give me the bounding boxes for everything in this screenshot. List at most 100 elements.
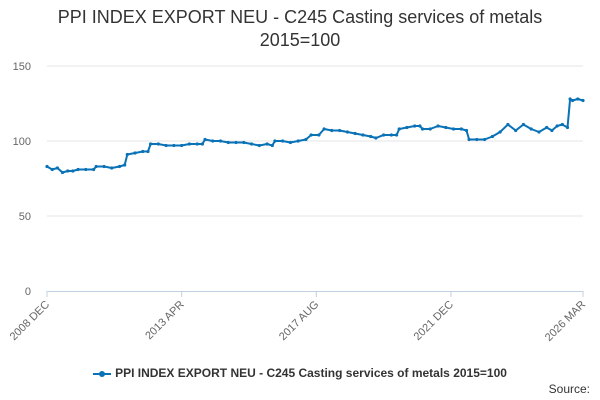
chart-title-line-1: PPI INDEX EXPORT NEU - C245 Casting serv… <box>57 7 543 27</box>
data-point <box>66 169 70 173</box>
tick-labels: 0 50 100 150 2008 DEC 2013 APR 2017 AUG 2021 DE… <box>8 61 588 344</box>
data-point <box>338 128 342 133</box>
y-tick-label: 0 <box>25 286 31 298</box>
data-point <box>459 127 463 131</box>
data-point <box>211 139 215 143</box>
data-point <box>322 127 326 131</box>
data-point <box>117 164 122 169</box>
data-point <box>45 164 49 169</box>
y-tick-label: 50 <box>19 211 31 223</box>
data-point <box>273 139 277 143</box>
data-point <box>50 167 54 172</box>
data-point <box>84 167 88 172</box>
data-point <box>361 133 365 137</box>
data-point <box>483 137 487 142</box>
data-point <box>467 137 471 142</box>
x-tick-label: 2013 APR <box>143 299 187 343</box>
data-point <box>565 125 570 130</box>
data-point <box>270 143 274 148</box>
gridlines <box>47 65 583 217</box>
data-point <box>369 134 373 139</box>
x-tick-label: 2017 AUG <box>277 299 321 343</box>
chart-title-line-2: 2015=100 <box>259 30 341 50</box>
data-point <box>149 142 153 146</box>
data-point <box>521 122 526 127</box>
data-point <box>172 143 176 148</box>
data-point <box>123 163 127 167</box>
data-point <box>187 142 191 146</box>
data-point <box>581 98 585 103</box>
data-point <box>281 139 285 143</box>
data-point <box>195 142 199 146</box>
data-point <box>250 142 254 146</box>
data-point <box>125 152 129 157</box>
data-point <box>418 124 422 128</box>
data-point <box>397 127 401 131</box>
data-point <box>110 166 114 170</box>
data-point <box>257 143 261 148</box>
data-point <box>92 167 96 172</box>
data-point <box>576 97 580 101</box>
data-point <box>102 164 106 169</box>
data-point <box>242 140 246 145</box>
data-point <box>382 133 386 137</box>
data-point <box>498 130 502 134</box>
data-point <box>317 133 321 137</box>
source-label: Source: <box>548 382 590 396</box>
data-point <box>141 149 145 154</box>
data-point <box>428 127 432 131</box>
data-point <box>571 98 575 103</box>
data-point <box>514 128 518 133</box>
x-tick-label: 2008 DEC <box>8 299 52 343</box>
y-tick-label: 100 <box>13 136 31 148</box>
x-tick-label: 2021 DEC <box>412 299 456 343</box>
data-point <box>330 128 334 133</box>
data-point <box>296 139 300 143</box>
data-point <box>444 125 448 130</box>
data-point <box>436 124 440 128</box>
data-point <box>180 143 184 148</box>
data-point <box>405 125 409 130</box>
data-point <box>200 142 204 146</box>
chart-title: PPI INDEX EXPORT NEU - C245 Casting serv… <box>0 6 600 52</box>
data-point <box>560 122 564 127</box>
data-point <box>568 97 572 101</box>
data-point <box>218 139 223 143</box>
series-line <box>46 98 584 174</box>
data-point <box>545 125 549 130</box>
data-point <box>288 140 292 145</box>
data-point <box>374 136 378 140</box>
data-point <box>389 133 393 137</box>
data-point <box>94 164 98 169</box>
data-point <box>156 142 160 146</box>
data-point <box>353 131 357 136</box>
axes <box>46 291 584 297</box>
legend-label: PPI INDEX EXPORT NEU - C245 Casting serv… <box>115 366 507 380</box>
data-point <box>475 137 479 142</box>
data-point <box>226 140 230 145</box>
data-point <box>555 124 559 128</box>
data-point <box>55 166 60 170</box>
data-point <box>309 133 313 137</box>
x-tick-label: 2026 MAR <box>543 299 588 344</box>
legend-swatch <box>93 368 112 380</box>
data-point <box>265 142 269 146</box>
data-point <box>420 127 425 131</box>
data-point <box>345 130 349 134</box>
data-point <box>506 122 510 127</box>
data-point <box>71 169 75 173</box>
series <box>45 97 585 175</box>
legend[interactable]: PPI INDEX EXPORT NEU - C245 Casting serv… <box>0 366 600 380</box>
data-point <box>164 143 168 148</box>
data-point <box>395 133 399 137</box>
data-point <box>203 137 207 142</box>
data-point <box>529 127 533 131</box>
data-point <box>146 149 150 154</box>
data-point <box>451 127 456 131</box>
data-point <box>133 151 137 155</box>
data-point <box>234 140 238 145</box>
data-point <box>304 137 308 142</box>
data-point <box>537 130 541 134</box>
y-tick-label: 150 <box>13 61 31 73</box>
